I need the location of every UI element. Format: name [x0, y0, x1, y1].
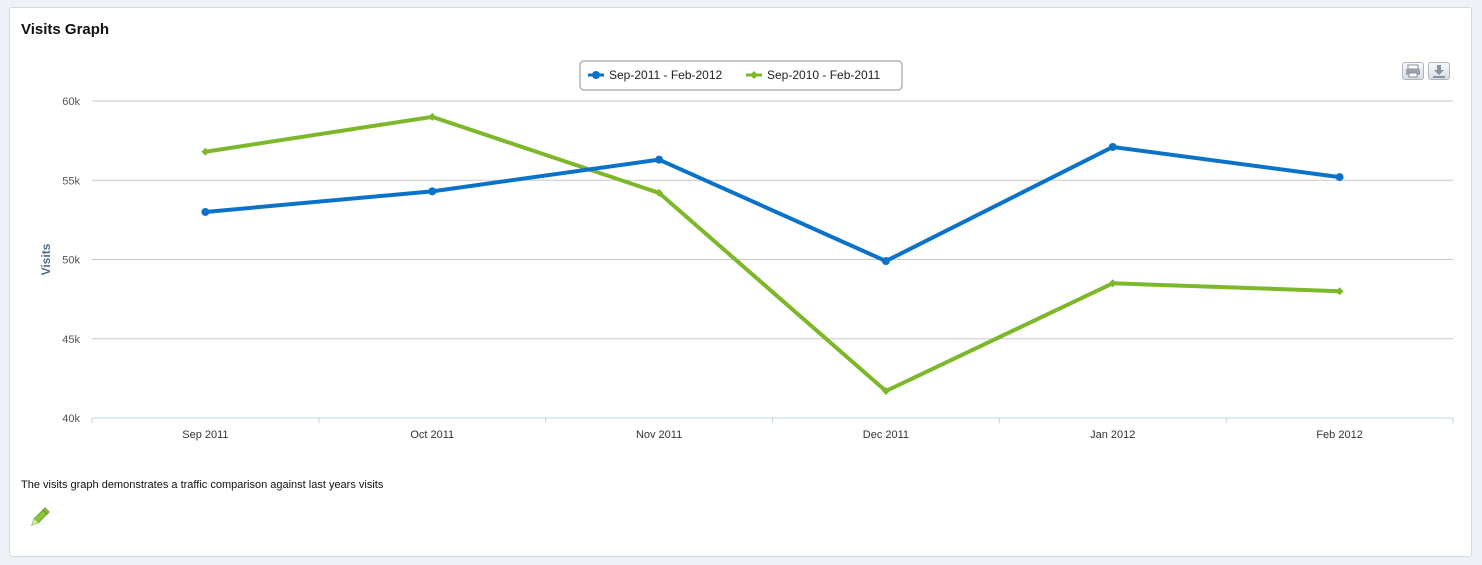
legend-item[interactable]: Sep-2010 - Feb-2011 — [746, 68, 881, 82]
data-point[interactable] — [428, 112, 437, 121]
series-group — [201, 112, 1344, 396]
x-tick-label: Sep 2011 — [182, 429, 228, 441]
data-point[interactable] — [201, 207, 210, 216]
x-tick-label: Jan 2012 — [1090, 429, 1135, 441]
legend-label: Sep-2010 - Feb-2011 — [767, 68, 881, 82]
legend[interactable]: Sep-2011 - Feb-2012 Sep-2010 - Feb-2011 — [579, 60, 903, 91]
print-button[interactable] — [1402, 62, 1424, 80]
data-point[interactable] — [428, 187, 437, 196]
visits-graph-panel: Visits Graph 40k 45k 50k 55k 60k Sep 2011 Oct… — [9, 7, 1472, 557]
series-previous-period — [201, 112, 1344, 396]
legend-item[interactable]: Sep-2011 - Feb-2012 — [588, 68, 723, 82]
y-axis-title: Visits — [39, 243, 53, 275]
data-point[interactable] — [655, 155, 664, 164]
x-axis — [91, 417, 1454, 423]
data-point[interactable] — [881, 387, 890, 396]
pencil-icon[interactable] — [28, 505, 52, 529]
series-line — [203, 114, 1342, 394]
data-point[interactable] — [1335, 173, 1344, 182]
legend-marker — [750, 71, 758, 79]
legend-marker — [592, 71, 600, 79]
export-button[interactable] — [1428, 62, 1450, 80]
graph-description: The visits graph demonstrates a traffic … — [21, 479, 384, 491]
legend-label: Sep-2011 - Feb-2012 — [609, 68, 723, 82]
data-point[interactable] — [881, 257, 890, 266]
x-tick-label: Feb 2012 — [1316, 429, 1362, 441]
x-axis-ticks: Sep 2011 Oct 2011 Nov 2011 Dec 2011 Jan 2012… — [182, 429, 1363, 441]
visits-line-chart: 40k 45k 50k 55k 60k Sep 2011 Oct 2011 Nov 2011… — [39, 60, 1454, 441]
download-icon — [1433, 65, 1445, 78]
y-tick-label: 45k — [62, 334, 80, 346]
y-tick-label: 60k — [62, 96, 80, 108]
y-axis-ticks: 40k 45k 50k 55k 60k — [62, 96, 80, 425]
print-icon — [1406, 64, 1420, 78]
data-point[interactable] — [1108, 142, 1117, 151]
x-tick-label: Dec 2011 — [863, 429, 909, 441]
data-point[interactable] — [1108, 279, 1117, 288]
x-tick-label: Nov 2011 — [636, 429, 682, 441]
y-tick-label: 40k — [62, 413, 80, 425]
x-tick-label: Oct 2011 — [410, 429, 454, 441]
data-point[interactable] — [655, 188, 664, 197]
legend-box — [579, 60, 903, 91]
y-tick-label: 55k — [62, 175, 80, 187]
panel-title: Visits Graph — [21, 21, 110, 38]
y-tick-label: 50k — [62, 255, 80, 267]
grid-lines — [92, 100, 1453, 419]
data-point[interactable] — [201, 147, 210, 156]
series-current-period — [201, 142, 1344, 266]
series-line — [203, 144, 1342, 264]
data-point[interactable] — [1335, 287, 1344, 296]
